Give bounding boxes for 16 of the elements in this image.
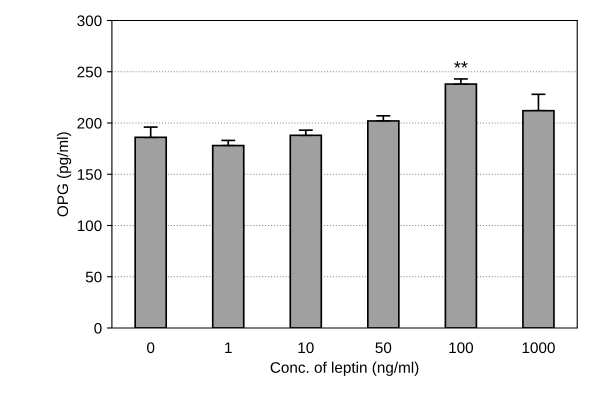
y-tick-label: 50 xyxy=(86,272,102,282)
y-tick-label: 150 xyxy=(78,169,102,180)
x-tick-label: 1 xyxy=(225,342,232,353)
x-axis-title: Conc. of leptin (ng/ml) xyxy=(270,362,418,376)
x-tick-label: 10 xyxy=(298,342,314,354)
y-tick-label: 100 xyxy=(78,220,102,232)
y-tick-label: 250 xyxy=(77,66,102,78)
y-tick-label: 300 xyxy=(77,15,102,26)
x-tick-label: 100 xyxy=(449,342,474,354)
x-tick-label: 50 xyxy=(375,342,392,354)
annotation: ** xyxy=(454,61,468,68)
x-tick-label: 0 xyxy=(147,342,154,354)
y-tick-label: 0 xyxy=(94,322,102,334)
x-tick-label: 1000 xyxy=(522,342,555,354)
y-tick-label: 200 xyxy=(77,118,102,129)
y-axis-title: OPG (pg/ml) xyxy=(56,132,72,216)
